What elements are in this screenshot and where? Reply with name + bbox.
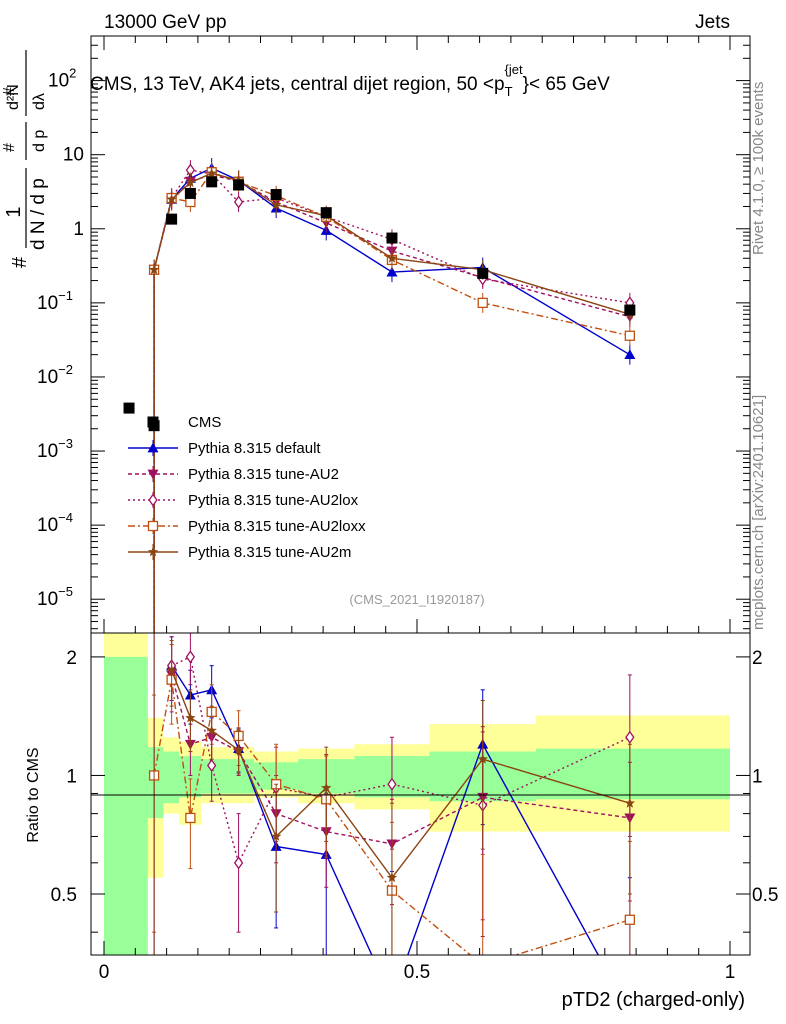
y-tick-label: 10−5 (37, 584, 73, 610)
x-tick-label: 0 (99, 962, 110, 983)
ratio-tick-label-right: 2 (752, 648, 763, 669)
ratio-frame (90, 632, 751, 956)
ratio-y-label: Ratio to CMS (25, 747, 42, 842)
ratio-point (185, 712, 196, 723)
series-point (233, 195, 244, 209)
ratio-point (206, 725, 217, 735)
legend-marker (148, 493, 158, 507)
data-point (166, 213, 178, 225)
series-point (624, 330, 635, 341)
band-green (535, 748, 730, 800)
band-green (179, 756, 202, 798)
ratio-point (386, 994, 397, 1004)
legend-marker (147, 520, 159, 532)
ratio-point (166, 664, 177, 675)
ratio-point (387, 777, 397, 791)
legend-marker (147, 416, 159, 428)
legend-marker (147, 469, 159, 480)
svg-text:#: # (1, 143, 18, 152)
ratio-point (624, 914, 635, 925)
y-tick-label: 10−2 (37, 362, 73, 388)
y-axis-label: # 1 d N / d p # d p # d²N dλ (1, 50, 49, 268)
series-point (148, 264, 160, 275)
ratio-point (386, 872, 398, 883)
ratio-tick-label-right: 0.5 (752, 885, 778, 906)
band-green (163, 751, 180, 804)
legend-label: Pythia 8.315 tune-AU2m (188, 544, 351, 561)
ratio-point (625, 730, 635, 744)
chart-title: CMS, 13 TeV, AK4 jets, central dijet reg… (90, 62, 610, 99)
data-point (624, 304, 636, 316)
ratio-tick-label: 0.5 (51, 885, 77, 906)
y-tick-label: 10 (63, 145, 84, 166)
x-tick-label: 1 (725, 962, 736, 983)
rivet-label: Rivet 4.1.0, ≥ 100k events (750, 82, 767, 255)
ratio-point (624, 797, 636, 808)
legend-label: Pythia 8.315 tune-AU2 (188, 466, 339, 483)
ratio-tick-label: 2 (66, 648, 77, 669)
data-point (123, 402, 135, 414)
y-tick-label: 10−3 (37, 436, 73, 462)
ratio-tick-label-right: 1 (752, 766, 763, 787)
svg-text:d N / d p: d N / d p (28, 178, 49, 250)
mcplots-label: mcplots.cern.ch [arXiv:2401.10621] (750, 395, 767, 630)
ratio-line-3 (153, 679, 631, 955)
data-point (477, 267, 489, 279)
series-point (386, 266, 398, 277)
legend-marker (147, 546, 159, 557)
series-point (477, 297, 488, 309)
x-tick-label: 0.5 (404, 962, 430, 983)
ratio-point (185, 812, 196, 824)
series-point (386, 252, 398, 263)
y-tick-label: 10−4 (37, 510, 73, 536)
series-point (185, 177, 196, 188)
analysis-id: (CMS_2021_I1920187) (349, 592, 484, 607)
ratio-point (478, 961, 487, 970)
series-point (206, 167, 217, 178)
main-series-layer (123, 158, 636, 633)
cms-uncertainty-bands (104, 633, 730, 955)
ratio-tick-label: 1 (66, 766, 77, 787)
data-point (270, 189, 282, 201)
ratio-point (477, 753, 488, 764)
data-point (386, 232, 398, 244)
series-point (270, 199, 282, 210)
series-point (166, 193, 177, 204)
ratio-point (233, 856, 244, 870)
legend: CMS Pythia 8.315 default Pythia 8.315 tune… (128, 414, 366, 561)
x-axis-label: pTD2 (charged-only) (562, 989, 745, 1011)
header-right: Jets (695, 12, 730, 33)
svg-text:d p: d p (31, 130, 48, 152)
svg-text:#: # (1, 87, 18, 96)
band-green (147, 747, 164, 818)
header-left: 13000 GeV pp (104, 12, 227, 33)
series-point (624, 349, 636, 360)
ratio-series-layer (148, 633, 636, 1004)
svg-text:d²N: d²N (5, 84, 22, 110)
data-point (320, 207, 332, 219)
legend-label: Pythia 8.315 default (188, 440, 321, 457)
y-tick-label: 1 (73, 219, 84, 240)
svg-text:dλ: dλ (31, 93, 48, 110)
ratio-point (207, 758, 217, 773)
legend-label: CMS (188, 414, 221, 431)
svg-text:#: # (9, 256, 31, 268)
legend-marker (147, 442, 159, 453)
y-tick-label: 10−1 (37, 288, 73, 314)
legend-label: Pythia 8.315 tune-AU2loxx (188, 518, 366, 535)
ratio-point (321, 782, 332, 793)
band-green (104, 656, 148, 955)
data-point (184, 187, 196, 199)
axes-ticks: 102 10 1 10−1 10−2 10−3 10−4 10−5 2 2 1 1 0.5 0.5 0 0.5… (37, 35, 778, 983)
data-point (206, 176, 218, 188)
legend-label: Pythia 8.315 tune-AU2lox (188, 492, 359, 509)
ratio-point (270, 831, 282, 841)
ratio-point (233, 744, 244, 755)
ratio-point (185, 650, 196, 664)
y-tick-label: 102 (48, 66, 76, 92)
svg-text:1: 1 (3, 206, 25, 217)
data-point (233, 179, 245, 191)
